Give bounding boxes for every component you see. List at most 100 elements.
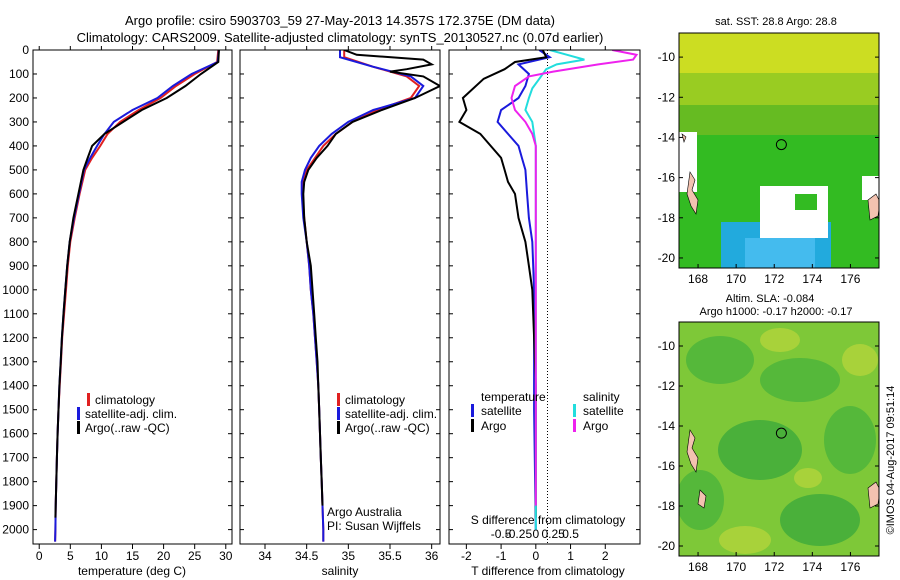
legend-temp-argo-label: Argo — [481, 419, 507, 433]
temperature-panel: 0 5 10 15 20 25 300100200300400500600700800900… — [2, 43, 232, 578]
salinity-xtick-label: 35.5 — [378, 549, 402, 563]
temperature-ytick-label: 1100 — [3, 307, 29, 321]
salinity-xtick-label: 34.5 — [295, 549, 319, 563]
sla-blob-8 — [842, 344, 878, 376]
legend-satellite-label: satellite-adj. clim. — [85, 407, 177, 421]
temperature-ytick-label: 900 — [9, 259, 29, 273]
sla-argo-marker — [775, 427, 787, 439]
salinity-xtick-label: 35 — [342, 549, 356, 563]
sla-blob-1 — [686, 336, 754, 384]
header-line1: Argo profile: csiro 5903703_59 27-May-20… — [125, 13, 555, 28]
legend-argo-swatch — [337, 421, 340, 434]
sst-transition-band — [679, 73, 879, 105]
sla-blob-9 — [719, 526, 771, 554]
sla-map-ytick-label: -16 — [658, 459, 676, 473]
legend-salinity-title: salinity — [583, 390, 620, 404]
difference-xtick-label: -2 — [461, 549, 472, 563]
difference-s-tick-label: 0 — [532, 527, 539, 541]
difference-legend: temperature satellite Argo salinity sate… — [471, 390, 624, 433]
difference-xlabel: T difference from climatology — [471, 564, 625, 578]
temperature-ytick-label: 300 — [9, 115, 29, 129]
legend-climatology-swatch — [87, 393, 90, 406]
difference-xtick-label: -1 — [496, 549, 507, 563]
sst-map-ytick-label: -12 — [658, 90, 676, 104]
salinity-xlabel: salinity — [322, 564, 359, 578]
sla-island-fiji — [867, 481, 879, 509]
sst-island-vanuatu — [686, 171, 699, 215]
sla-map-frame — [678, 321, 880, 557]
sla-map-ytick-label: -10 — [658, 339, 676, 353]
sla-island-vanuatu — [686, 429, 699, 473]
series-line-argo-raw-qc- — [302, 50, 440, 506]
sst-map-xtick-label: 170 — [726, 272, 746, 286]
temperature-ytick-label: 600 — [9, 187, 29, 201]
sla-map-title-line1: Altim. SLA: -0.084 — [726, 293, 815, 305]
sla-map-xtick-label: 172 — [764, 560, 784, 574]
temperature-ytick-label: 700 — [9, 211, 29, 225]
temperature-ytick-label: 800 — [9, 235, 29, 249]
sst-map-xtick-label: 172 — [764, 272, 784, 286]
series-line-climatology — [301, 50, 421, 542]
sla-map-xtick-label: 170 — [726, 560, 746, 574]
difference-lines — [458, 50, 639, 530]
sla-blob-5 — [780, 494, 860, 546]
sst-argo-marker — [775, 139, 787, 151]
salinity-panel: 34 34.5 35 35.5 36 salinity climatology sate… — [239, 46, 441, 578]
legend-climatology-swatch — [337, 393, 340, 406]
temperature-ytick-label: 0 — [22, 43, 29, 57]
legend-temp-satellite-swatch — [471, 404, 474, 417]
sla-map-xtick-label: 168 — [688, 560, 708, 574]
temperature-ytick-label: 100 — [9, 67, 29, 81]
sst-warm-band — [679, 33, 879, 73]
temperature-xtick-label: 10 — [95, 549, 109, 563]
salinity-annotation-line1: Argo Australia — [327, 505, 402, 519]
sla-map-xtick-label: 176 — [840, 560, 860, 574]
series-line-salinity-satellite — [524, 50, 585, 530]
salinity-xtick-label: 36 — [425, 549, 439, 563]
temperature-ytick-label: 1700 — [2, 451, 29, 465]
temperature-ytick-label: 1900 — [2, 499, 29, 513]
legend-temp-argo-swatch — [471, 419, 474, 432]
legend-climatology-label: climatology — [345, 393, 405, 407]
legend-argo-label: Argo(..raw -QC) — [345, 421, 430, 435]
sst-map-xtick-label: 168 — [688, 272, 708, 286]
sla-blob-3 — [718, 420, 802, 480]
temperature-ytick-label: 1200 — [2, 331, 29, 345]
temperature-ytick-label: 1300 — [2, 355, 29, 369]
legend-sal-satellite-swatch — [573, 404, 576, 417]
sla-map-ticks: 168 170 172 174 176 -10 -12 -14 -16 -18 -20 — [658, 339, 879, 574]
temperature-xtick-label: 15 — [126, 549, 140, 563]
legend-satellite-label: satellite-adj. clim. — [345, 407, 437, 421]
sst-map-title: sat. SST: 28.8 Argo: 28.8 — [715, 16, 837, 28]
sla-map-ytick-label: -14 — [658, 419, 676, 433]
legend-argo-label: Argo(..raw -QC) — [85, 421, 170, 435]
sst-map-xtick-label: 174 — [802, 272, 822, 286]
legend-temp-satellite-label: satellite — [481, 404, 522, 418]
series-line-climatology — [54, 50, 220, 542]
legend-climatology-label: climatology — [95, 393, 155, 407]
sla-map-ytick-label: -18 — [658, 499, 676, 513]
sst-map-ytick-label: -18 — [658, 211, 676, 225]
temperature-ytick-label: 500 — [9, 163, 29, 177]
legend-satellite-swatch — [77, 407, 80, 420]
sst-missing-data — [760, 186, 828, 238]
difference-xtick-label: 2 — [602, 549, 609, 563]
sst-cool-patch-2 — [745, 238, 815, 268]
sla-map-xtick-label: 174 — [802, 560, 822, 574]
sst-map-panel: sat. SST: 28.8 Argo: 28.8 168 170 172 174 17… — [658, 16, 880, 286]
sst-island-fiji — [867, 193, 879, 221]
legend-argo-swatch — [77, 421, 80, 434]
temperature-xtick-label: 20 — [157, 549, 171, 563]
sst-map-ytick-label: -16 — [658, 171, 676, 185]
difference-xtick-label: 1 — [567, 549, 574, 563]
sst-mid-band — [679, 105, 879, 135]
difference-panel: -2 -1 0 1 2-0.5-0.25 0 0.250.5 S difference fr… — [448, 46, 641, 578]
temperature-axes-frame — [32, 49, 233, 545]
temperature-xtick-label: 30 — [219, 549, 233, 563]
sst-map-field — [679, 33, 879, 268]
legend-satellite-swatch — [337, 407, 340, 420]
temperature-ytick-label: 1500 — [2, 403, 29, 417]
temperature-xtick-label: 5 — [67, 549, 74, 563]
temperature-xlabel: temperature (deg C) — [78, 564, 186, 578]
